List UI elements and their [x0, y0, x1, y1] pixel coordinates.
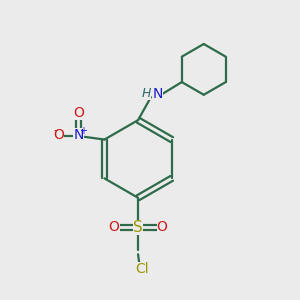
Text: O: O	[54, 128, 64, 142]
Text: O: O	[157, 220, 167, 234]
Text: H: H	[141, 87, 151, 100]
Text: Cl: Cl	[135, 262, 149, 276]
Text: N: N	[152, 87, 163, 101]
Text: +: +	[79, 126, 87, 136]
Text: N: N	[73, 128, 84, 142]
Text: O: O	[73, 106, 84, 120]
Text: O: O	[109, 220, 120, 234]
Text: S: S	[133, 220, 143, 235]
Text: -: -	[53, 124, 57, 137]
